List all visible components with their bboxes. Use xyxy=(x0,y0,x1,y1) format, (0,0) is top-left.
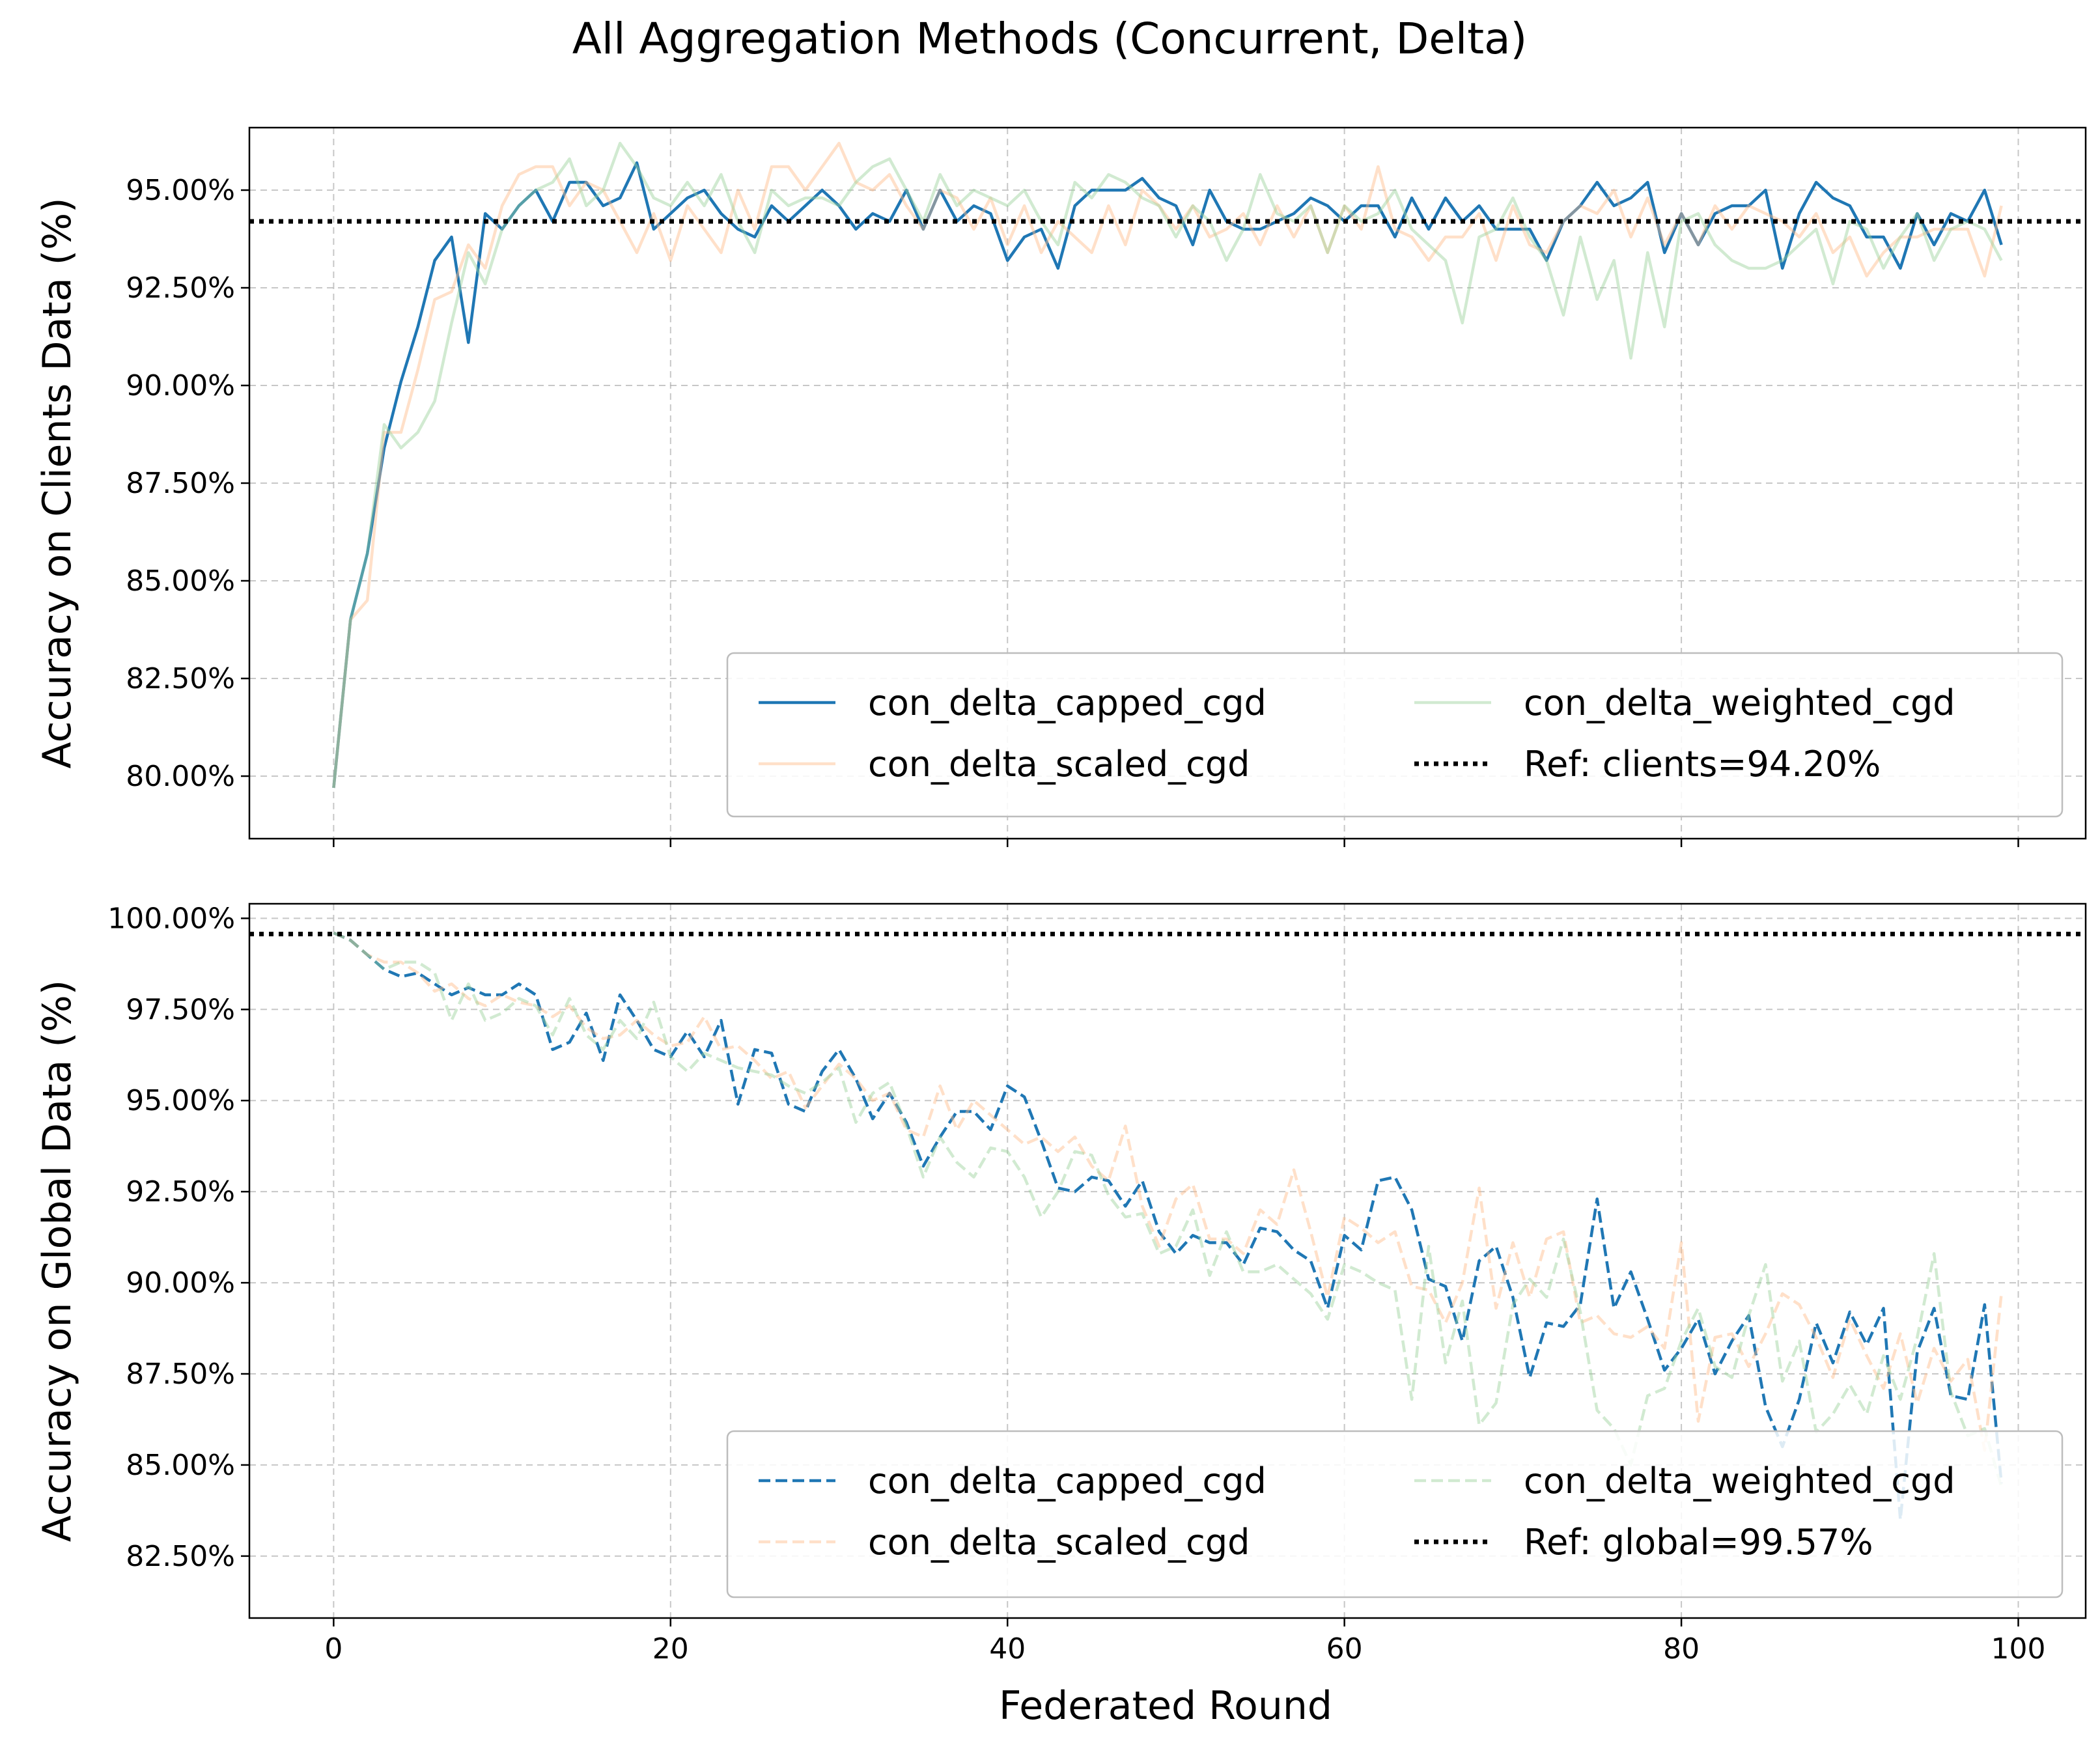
legend: con_delta_capped_cgd con_delta_scaled_cgd… xyxy=(726,1430,2064,1598)
top-chart-clients: 80.00% 82.50% 85.00% 87.50% 90.00% 92.50% 95.0… xyxy=(35,126,2087,847)
legend-label-capped: con_delta_capped_cgd xyxy=(868,682,1267,723)
y-tick-label: 85.00% xyxy=(126,1449,235,1482)
y-tick-label: 82.50% xyxy=(126,1540,235,1573)
legend-box xyxy=(726,652,2064,818)
legend-label-weighted: con_delta_weighted_cgd xyxy=(1524,1460,1955,1501)
x-tick-label: 80 xyxy=(1663,1632,1700,1666)
legend-label-ref: Ref: clients=94.20% xyxy=(1524,744,1881,785)
x-tick-label: 100 xyxy=(1991,1632,2046,1666)
figure-title: All Aggregation Methods (Concurrent, Del… xyxy=(572,14,1528,64)
series-line-weighted xyxy=(333,931,2003,1488)
y-axis-label: Accuracy on Global Data (%) xyxy=(35,980,80,1542)
y-tick-label: 80.00% xyxy=(126,760,235,793)
y-tick-label: 82.50% xyxy=(126,662,235,695)
y-tick-label: 95.00% xyxy=(126,1084,235,1117)
series-line-scaled xyxy=(333,931,2003,1452)
y-tick-label: 92.50% xyxy=(126,272,235,305)
y-tick-label: 100.00% xyxy=(107,902,235,935)
series-line-scaled xyxy=(332,141,2003,789)
x-tick-label: 20 xyxy=(652,1632,689,1666)
legend-label-capped: con_delta_capped_cgd xyxy=(868,1460,1267,1501)
y-tick-label: 87.50% xyxy=(126,1358,235,1391)
legend-label-weighted: con_delta_weighted_cgd xyxy=(1524,682,1955,723)
bottom-chart-global: 0 20 40 60 80 100 82.50% 85.00% 87.50% 90.00% 92.5… xyxy=(35,902,2087,1666)
y-tick-label: 90.00% xyxy=(126,1266,235,1300)
legend-box xyxy=(726,1430,2064,1598)
legend-label-ref: Ref: global=99.57% xyxy=(1524,1522,1873,1563)
plot-area xyxy=(249,931,2086,1522)
y-tick-label: 90.00% xyxy=(126,369,235,402)
legend-label-scaled: con_delta_scaled_cgd xyxy=(868,1522,1250,1563)
y-tick-label: 85.00% xyxy=(126,565,235,598)
y-tick-label: 97.50% xyxy=(126,993,235,1026)
x-tick-label: 0 xyxy=(324,1632,343,1666)
x-tick-label: 60 xyxy=(1326,1632,1363,1666)
series-line-capped xyxy=(332,161,2003,789)
y-tick-label: 87.50% xyxy=(126,467,235,500)
series-line-capped xyxy=(333,931,2003,1522)
y-tick-label: 95.00% xyxy=(126,174,235,207)
x-tick-label: 40 xyxy=(989,1632,1026,1666)
legend: con_delta_capped_cgd con_delta_scaled_cgd… xyxy=(726,652,2064,818)
plot-area xyxy=(249,141,2086,789)
x-axis-label: Federated Round xyxy=(999,1683,1332,1729)
axes-frame xyxy=(248,902,2087,1619)
legend-label-scaled: con_delta_scaled_cgd xyxy=(868,744,1250,785)
y-axis-label: Accuracy on Clients Data (%) xyxy=(35,197,80,768)
y-tick-label: 92.50% xyxy=(126,1175,235,1208)
